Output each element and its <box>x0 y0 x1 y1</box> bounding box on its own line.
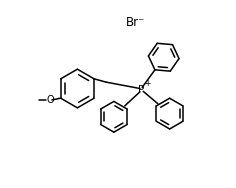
Text: P: P <box>138 85 144 95</box>
Text: +: + <box>144 79 150 88</box>
Text: Br⁻: Br⁻ <box>126 16 145 29</box>
Text: O: O <box>46 95 54 105</box>
